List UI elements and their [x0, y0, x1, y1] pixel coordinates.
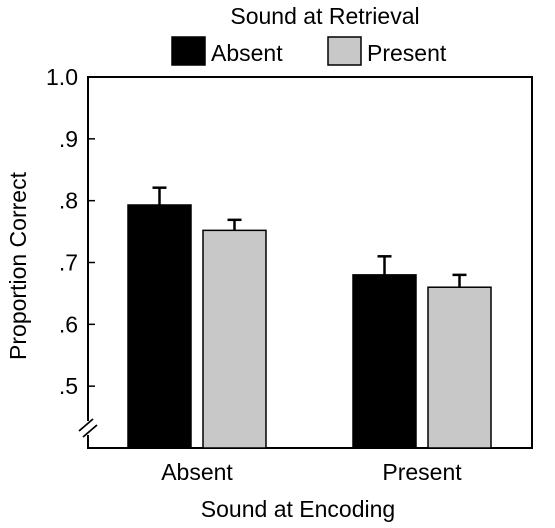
legend-title: Sound at Retrieval — [230, 3, 419, 29]
legend: Absent Present — [171, 36, 447, 66]
x-tick-label: Absent — [161, 459, 233, 485]
bar — [202, 229, 267, 449]
y-tick-label: .9 — [59, 126, 78, 152]
y-axis-label: Proportion Correct — [5, 171, 31, 360]
y-tick-label: 1.0 — [46, 64, 78, 90]
plot-area: .5 .6 .7 .8 .9 1.0 Absent Present — [46, 64, 533, 485]
y-tick-label: .5 — [59, 373, 78, 399]
y-tick-label: .7 — [59, 250, 78, 276]
bar — [127, 204, 192, 449]
axis-break-mark — [82, 424, 98, 438]
legend-label-absent: Absent — [211, 40, 283, 66]
legend-swatch-absent — [171, 36, 206, 66]
x-axis-label: Sound at Encoding — [201, 496, 395, 522]
y-tick-label: .8 — [59, 188, 78, 214]
x-tick-label: Present — [382, 459, 462, 485]
axis-break-gap — [80, 421, 96, 435]
bar — [427, 286, 492, 449]
legend-swatch-present — [327, 36, 362, 66]
bar — [352, 274, 417, 449]
y-tick-label: .6 — [59, 311, 78, 337]
axis-break-mark — [78, 418, 94, 432]
legend-label-present: Present — [367, 40, 447, 66]
